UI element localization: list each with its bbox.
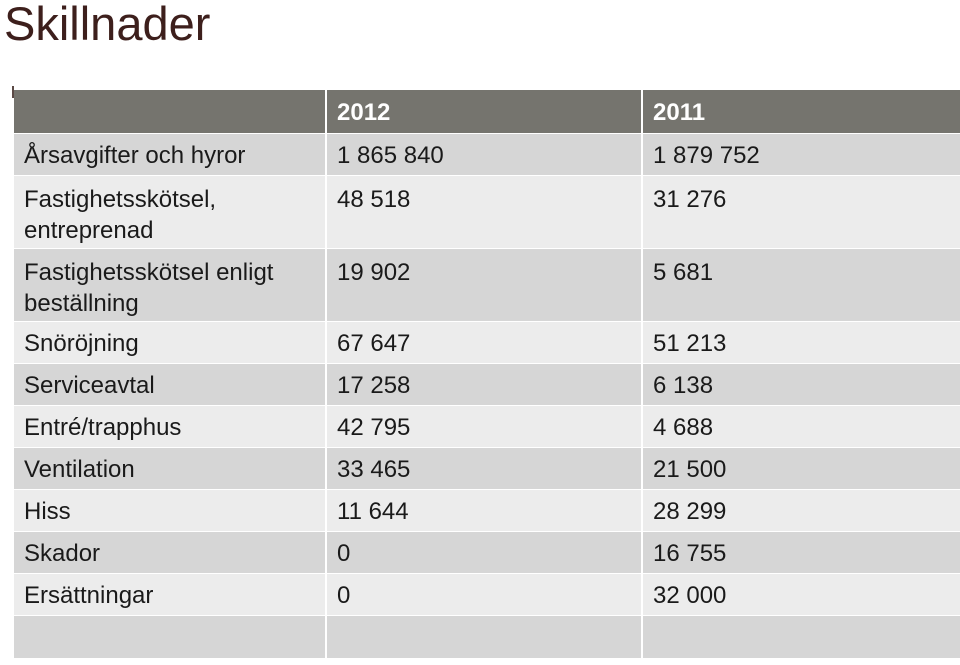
row-value-2012: 19 902 [326, 248, 643, 321]
empty-cell [642, 615, 960, 658]
row-label: Årsavgifter och hyror [14, 133, 327, 175]
table-row: Fastighetsskötsel enligt beställning 19 … [14, 248, 960, 321]
row-label: Fastighetsskötsel enligt beställning [14, 248, 327, 321]
table-row: Serviceavtal 17 258 6 138 [14, 363, 960, 405]
row-label: Fastighetsskötsel, entreprenad [14, 175, 327, 248]
row-value-2011: 31 276 [653, 185, 727, 213]
table-row: Snöröjning 67 647 51 213 [14, 321, 960, 363]
table-row: Ventilation 33 465 21 500 [14, 447, 960, 489]
row-value-2011: 6 138 [653, 371, 714, 399]
row-label: Serviceavtal [14, 363, 327, 405]
row-value-2011: 4 688 [653, 413, 714, 441]
decorative-mark [12, 86, 14, 98]
row-value-2011: 28 299 [653, 497, 727, 525]
row-value-2011: 21 500 [653, 455, 727, 483]
header-cell-label [14, 90, 327, 133]
cost-comparison-table: 2012 2011 Årsavgifter och hyror 1 865 84… [14, 90, 960, 658]
row-value-2012: 1 865 840 [326, 133, 643, 175]
table-row: Skador 0 16 755 [14, 531, 960, 573]
table-row: Ersättningar 0 32 000 [14, 573, 960, 615]
header-cell-2012: 2012 [326, 90, 643, 133]
row-value-2011: 51 213 [653, 329, 727, 357]
row-value-2012: 33 465 [326, 447, 643, 489]
row-value-2012: 17 258 [326, 363, 643, 405]
slide-title: Skillnader [4, 0, 211, 50]
row-value-2011: 1 879 752 [653, 141, 760, 169]
table-header-row: 2012 2011 [14, 90, 960, 133]
table-row: Hiss 11 644 28 299 [14, 489, 960, 531]
row-value-2012: 48 518 [326, 175, 643, 248]
row-value-2011: 32 000 [653, 581, 727, 609]
table-row: Årsavgifter och hyror 1 865 840 1 879 75… [14, 133, 960, 175]
row-label: Snöröjning [14, 321, 327, 363]
row-value-2011: 5 681 [653, 258, 714, 286]
row-value-2012: 67 647 [326, 321, 643, 363]
table-row: Fastighetsskötsel, entreprenad 48 518 31… [14, 175, 960, 248]
row-label: Ersättningar [14, 573, 327, 615]
table-row: Entré/trapphus 42 795 4 688 [14, 405, 960, 447]
row-label: Hiss [14, 489, 327, 531]
row-label: Ventilation [14, 447, 327, 489]
row-label: Skador [14, 531, 327, 573]
empty-cell [326, 615, 643, 658]
header-cell-2011: 2011 [653, 99, 706, 126]
row-value-2012: 42 795 [326, 405, 643, 447]
table-row-empty [14, 615, 960, 658]
row-value-2012: 0 [326, 573, 643, 615]
row-value-2011: 16 755 [653, 539, 727, 567]
row-label: Entré/trapphus [14, 405, 327, 447]
row-value-2012: 11 644 [326, 489, 643, 531]
empty-cell [14, 615, 327, 658]
row-value-2012: 0 [326, 531, 643, 573]
